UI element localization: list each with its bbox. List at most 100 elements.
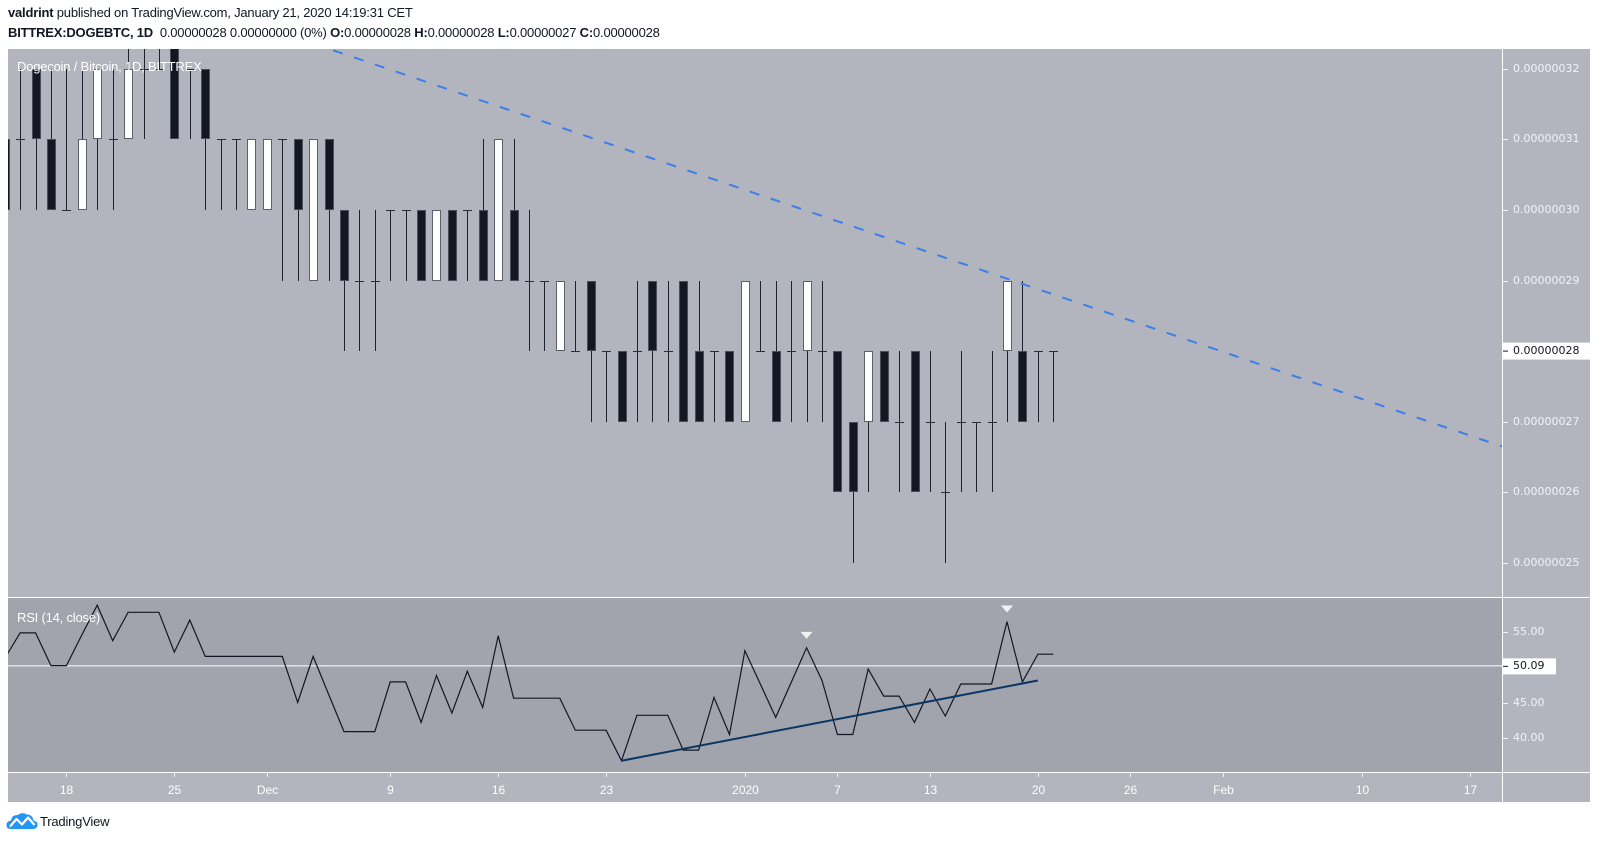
last-price: 0.00000028 [159,25,227,40]
candle [140,49,149,139]
candle [972,421,981,492]
candle [155,49,164,71]
candle [571,281,580,353]
candle [263,139,272,210]
candle [232,138,241,210]
candle-body-bearish [911,351,920,492]
price-annotations [332,49,1503,448]
candle [833,351,842,492]
time-axis-label: 7 [834,783,841,797]
candle-body-bullish [124,69,133,139]
time-axis-label: 25 [167,783,182,797]
candle [371,210,380,351]
descending-trendline[interactable] [332,49,1503,448]
publish-info: valdrint published on TradingView.com, J… [8,5,413,21]
rsi-axis[interactable] [1503,598,1590,773]
time-axis-label: 13 [923,783,938,797]
current-price-label: 0.00000028 [1513,343,1580,357]
candle-body-bullish [803,281,812,351]
candle [1003,281,1012,422]
candle [510,139,519,281]
time-axis-label: 16 [491,783,506,797]
candle-body-bullish [247,139,256,210]
candle [556,281,565,351]
high-label: H: [414,25,428,40]
candle [355,210,364,351]
rsi-title[interactable]: RSI (14, close) [17,610,100,625]
label-boxes [1503,342,1590,675]
low-value: 0.00000027 [509,25,577,40]
candle [710,350,719,422]
candle [1049,350,1058,422]
symbol-label: BITTREX:DOGEBTC, 1D [8,25,153,40]
candle [217,138,226,210]
candle-body-bearish [695,351,704,422]
candle-body-bullish [263,139,272,210]
candle-body-bullish [741,281,750,422]
candle-body-bearish [618,351,627,422]
candle [787,281,796,422]
candle [417,210,426,281]
candle-body-bearish [1018,351,1027,422]
candle [803,281,812,422]
candle-body-bearish [510,210,519,281]
candle-body-bullish [432,210,441,281]
chart-title[interactable]: Dogecoin / Bitcoin, 1D, BITTREX [17,59,202,74]
candle [109,69,118,210]
price-axis-label: 0.00000030 [1513,203,1580,216]
candle-body-bearish [32,69,41,139]
time-axis-label: 26 [1123,783,1138,797]
candle-body-bearish [849,422,858,492]
price-axis-label: 0.00000029 [1513,274,1580,287]
candle-body-bearish [833,351,842,492]
candle-body-bearish [479,210,488,281]
author-name[interactable]: valdrint [8,5,54,20]
rsi-ascending-trendline[interactable] [621,679,1039,762]
close-label: C: [579,25,594,40]
candlestick-series [8,49,1058,563]
candle [247,139,256,210]
candle-body-bullish [309,139,318,281]
candle-body-bearish [725,351,734,422]
candle [618,351,627,422]
triangle-down-marker-icon [800,631,813,639]
time-axis-label: 18 [59,783,74,797]
rsi-series [8,603,1502,763]
candle [448,210,457,281]
tradingview-brand[interactable]: TradingView [6,811,110,831]
candle [911,351,920,492]
rsi-pane[interactable] [8,598,1503,773]
candle [587,281,596,422]
candle-body-bullish [556,281,565,351]
candle [988,351,997,492]
tradingview-logo-text: TradingView [40,813,110,829]
time-axis[interactable] [8,773,1503,802]
main-pane[interactable] [8,49,1503,598]
candle-body-bearish [417,210,426,281]
high-value: 0.00000028 [427,25,495,40]
candle-body-bullish [78,139,87,210]
price-axis-label: 0.00000026 [1513,485,1580,498]
candle [818,281,827,422]
rsi-line [8,603,1054,763]
candle [895,351,904,492]
price-axis-label: 0.00000027 [1513,415,1580,428]
rsi-axis-label: 55.00 [1513,625,1545,638]
candle [201,69,210,210]
price-axis[interactable] [1503,49,1590,598]
symbol-info-bar: BITTREX:DOGEBTC, 1D 0.00000028 0.0000000… [8,25,660,41]
candle-body-bearish [448,210,457,281]
candle-body-bullish [93,69,102,139]
candle [325,139,334,281]
rsi-current-box [1503,658,1556,675]
triangle-down-marker-icon [1001,605,1014,613]
rsi-current-label: 50.09 [1513,658,1545,672]
candle-body-bullish [864,351,873,422]
candle [864,351,873,492]
candle [47,69,56,210]
low-label: L: [497,25,510,40]
candle-body-bearish [648,281,657,351]
candle-body-bearish [880,351,889,422]
price-axis-label: 0.00000032 [1513,62,1580,75]
